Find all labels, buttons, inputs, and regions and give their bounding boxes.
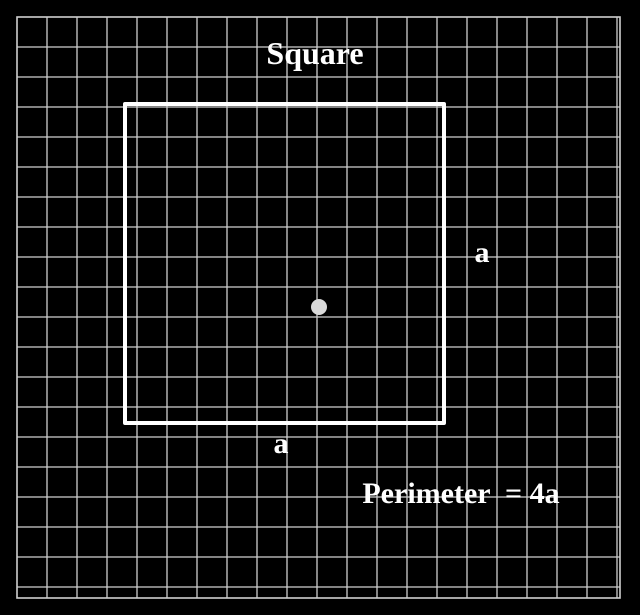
square-shape [123,102,446,425]
perimeter-formula: Perimeter = 4a [362,477,559,510]
side-label-right: a [475,236,490,269]
grid-border [16,16,621,599]
diagram-title: Square [266,35,363,71]
side-label-bottom: a [274,427,289,460]
center-point [311,299,327,315]
